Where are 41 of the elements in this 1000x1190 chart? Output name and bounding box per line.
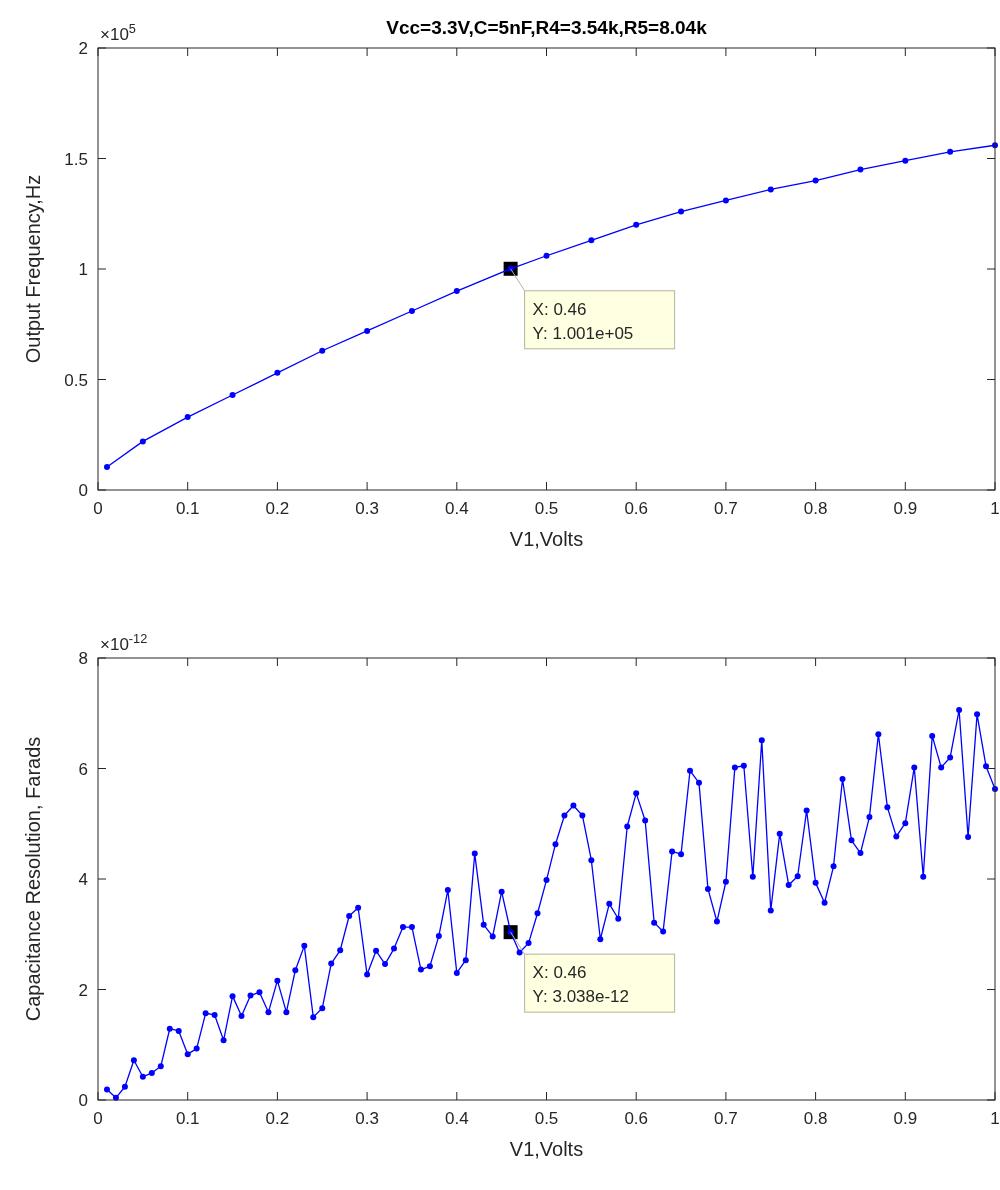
x-tick-label: 0.1 [175,499,200,518]
x-tick-label: 0.2 [265,499,290,518]
y-tick-label: 8 [78,649,88,668]
y-tick-label: 4 [78,870,88,889]
annotation: X: 0.46 Y: 1.001e+05 [532,299,634,343]
annotation: X: 0.46 Y: 3.038e-12 [532,963,630,1007]
x-tick-label: 0.9 [893,499,918,518]
x-tick-label: 0.6 [624,1109,649,1128]
y-axis-title: Output Frequency,Hz [22,174,44,364]
x-tick-label: 1 [990,1109,1000,1128]
text: ×10$^{-12}$ [100,630,148,654]
x-tick-label: 0.4 [444,1109,469,1128]
x-tick-label: 0.9 [893,1109,918,1128]
x-tick-label: 0.4 [444,499,469,518]
x-axis-title: V1,Volts [509,1138,584,1160]
x-tick-label: 0.1 [175,1109,200,1128]
x-tick-label: 0.2 [265,1109,290,1128]
x-tick-label: 0.7 [714,499,738,518]
x-tick-label: 0.7 [714,1109,738,1128]
y-axis-title: Capacitance Resolution, Farads [22,736,44,1022]
x-tick-label: 0.3 [355,499,379,518]
y-tick-label: 1.5 [64,149,88,169]
x-tick-label: 0.8 [803,1109,828,1128]
x-tick-label: 0.5 [534,499,559,518]
x-tick-label: 1 [990,499,1000,518]
chart-title: Vcc=3.3V,C=5nF,R4=3.54k,R5=8.04k [386,17,708,38]
y-tick-label: 2 [78,980,88,1000]
y-tick-label: 2 [78,39,88,58]
x-axis-title: V1,Volts [509,528,584,550]
y-tick-label: 0.5 [64,370,88,390]
text: ×10$^{5}$ [100,20,136,44]
y-tick-label: 0 [78,481,88,500]
y-tick-label: 6 [78,759,88,779]
y-tick-label: 1 [78,260,88,279]
x-tick-label: 0 [93,499,103,518]
y-tick-label: 0 [78,1091,88,1110]
x-tick-label: 0 [93,1109,103,1128]
x-tick-label: 0.8 [803,499,828,518]
x-tick-label: 0.6 [624,499,649,518]
x-tick-label: 0.3 [355,1109,379,1128]
x-tick-label: 0.5 [534,1109,559,1128]
